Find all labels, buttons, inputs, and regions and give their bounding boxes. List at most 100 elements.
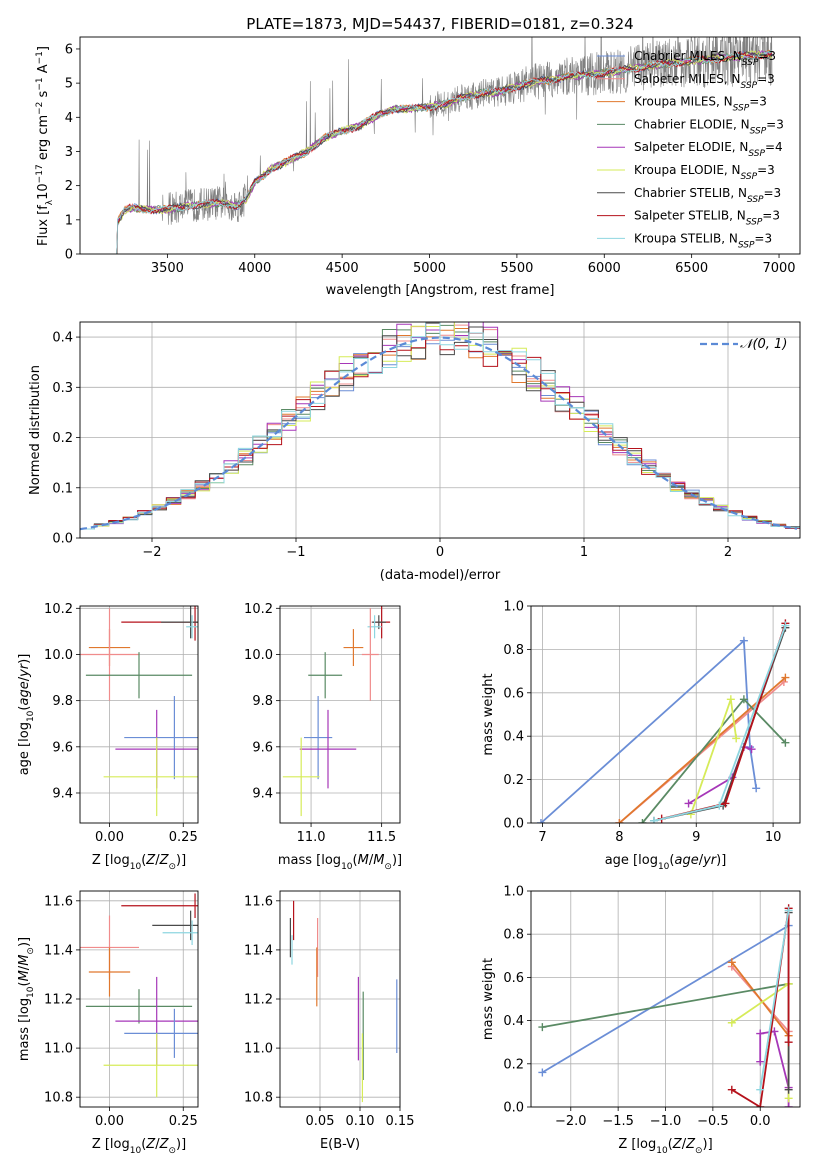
y-axis-label: mass weight — [481, 673, 496, 755]
weight-marker — [726, 695, 735, 704]
label-part: )] — [176, 1137, 186, 1152]
weight-marker — [615, 819, 624, 823]
label-part: age — [674, 853, 698, 868]
label-part: / — [682, 1137, 687, 1152]
label-part: −2 — [35, 102, 45, 115]
label-part: / — [155, 853, 160, 868]
label-part: Kroupa ELODIE, N — [634, 163, 741, 177]
axes-frame — [530, 605, 801, 824]
label-part: ⊙ — [384, 862, 392, 872]
x-tick-label: 0 — [436, 545, 444, 560]
y-tick-label: 10.0 — [44, 648, 73, 663]
weight-marker — [752, 784, 761, 793]
axes-frame — [79, 36, 801, 255]
weight-marker — [727, 958, 736, 967]
x-tick-label: −2 — [142, 545, 161, 560]
grid-lines — [280, 606, 400, 823]
axes-frame — [279, 605, 401, 824]
weight-marker — [781, 673, 790, 682]
x-tick-label: 0.0 — [750, 1114, 771, 1129]
weight-marker — [781, 738, 790, 747]
label-part: ] — [36, 46, 51, 51]
x-tick-label: 7 — [538, 830, 546, 845]
label-part: SSP — [742, 58, 759, 68]
y-tick-label: 9.8 — [252, 694, 273, 709]
weight-line — [540, 638, 758, 823]
label-part: erg cm — [36, 115, 51, 164]
y-tick-label: 11.0 — [244, 1042, 273, 1057]
y-tick-label: 0 — [65, 248, 73, 263]
label-part: λ — [45, 199, 55, 205]
x-axis-label: Z [log10(Z/Z⊙)] — [92, 1137, 186, 1156]
y-tick-label: 4 — [65, 111, 73, 126]
label-part: Z [log — [92, 1137, 130, 1152]
y-tick-label: 11.6 — [44, 894, 73, 909]
label-part: Chabrier STELIB, N — [634, 186, 747, 200]
weight-line — [653, 627, 787, 822]
weight-line — [731, 961, 790, 1037]
label-part: )] — [716, 853, 726, 868]
label-part: ⊙ — [168, 862, 176, 872]
weight-line — [641, 697, 787, 823]
y-tick-label: 9.4 — [52, 786, 73, 801]
label-part: SSP — [741, 81, 758, 91]
label-part: SSP — [738, 240, 755, 250]
y-tick-label: 0.0 — [503, 817, 524, 832]
y-tick-label: 0.2 — [503, 773, 524, 788]
label-part: 10 — [341, 862, 353, 872]
plot-area — [80, 606, 198, 817]
label-part: )] — [17, 937, 32, 947]
label-part: −1 — [35, 51, 45, 64]
label-part: Kroupa STELIB, N — [634, 231, 738, 245]
legend-entry: Kroupa STELIB, NSSP=3 — [634, 231, 772, 250]
y-tick-label: 0.4 — [52, 331, 73, 346]
residual-histogram — [80, 322, 800, 530]
y-tick-label: 9.8 — [52, 694, 73, 709]
label-part: Z — [159, 853, 170, 868]
label-part: / — [155, 1137, 160, 1152]
y-tick-label: 11.4 — [244, 943, 273, 958]
panel-mass_vs_ebv: 0.05 0.10 0.15 10.8 11.0 11.2 11.4 11.6 E(B-V) — [244, 890, 414, 1152]
label-part: SSP — [733, 104, 750, 114]
legend-entry: Chabrier STELIB, NSSP=3 — [634, 186, 781, 205]
y-tick-label: 10.8 — [244, 1091, 273, 1106]
y-tick-label: 11.4 — [44, 943, 73, 958]
model-spectrum-line — [116, 49, 773, 254]
y-tick-label: 1.0 — [503, 885, 524, 900]
weight-marker — [739, 695, 748, 704]
label-part: age [log — [605, 853, 658, 868]
label-part: Kroupa MILES, N — [634, 95, 733, 109]
legend-entry: Salpeter MILES, NSSP=3 — [634, 72, 775, 91]
label-part: M — [373, 853, 384, 868]
y-axis-label: Normed distribution — [28, 365, 43, 495]
x-tick-label: 6500 — [675, 261, 708, 276]
y-tick-label: 11.2 — [244, 993, 273, 1008]
label-part: ( — [17, 981, 32, 986]
weight-marker — [756, 1057, 765, 1066]
weight-marker — [727, 1085, 736, 1094]
weight-marker — [784, 1085, 793, 1094]
x-tick-label: −1.5 — [602, 1114, 634, 1129]
label-part: / — [17, 676, 32, 681]
y-tick-label: 10.2 — [44, 602, 73, 617]
y-tick-label: 6 — [65, 42, 73, 57]
x-tick-label: 1 — [580, 545, 588, 560]
x-axis-label: wavelength [Angstrom, rest frame] — [326, 283, 555, 298]
label-part: =3 — [757, 163, 775, 177]
weight-marker — [715, 801, 724, 810]
label-part: A — [36, 64, 51, 77]
label-part: SSP — [747, 195, 764, 205]
y-tick-label: 0.0 — [52, 532, 73, 547]
y-tick-label: 11.0 — [44, 1042, 73, 1057]
label-part: )] — [392, 853, 402, 868]
axes: −2 −1 0 1 2 0.0 0.1 0.2 0.3 0.4 𝒩(0, 1) (data-model… — [28, 321, 801, 583]
y-tick-label: 10.8 — [44, 1091, 73, 1106]
weight-marker — [538, 1023, 547, 1032]
figure-title: PLATE=1873, MJD=54437, FIBERID=0181, z=0… — [246, 15, 633, 33]
label-part: )] — [176, 853, 186, 868]
label-part: ⊙ — [168, 1146, 176, 1156]
label-part: yr — [17, 662, 32, 678]
